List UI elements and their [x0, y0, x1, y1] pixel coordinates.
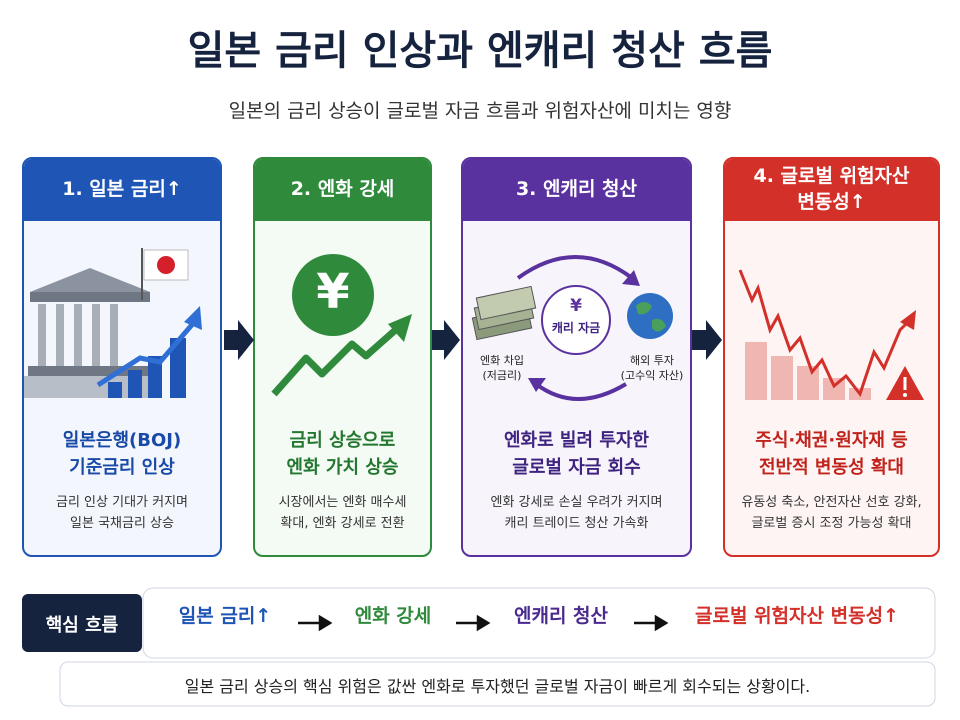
- summary-note: 일본 금리 상승의 핵심 위험은 값싼 엔화로 투자했던 글로벌 자금이 빠르게…: [184, 677, 811, 696]
- step-header: 1. 일본 금리↑: [24, 159, 220, 221]
- step-headline: 금리 상승으로 엔화 가치 상승: [286, 430, 399, 478]
- borrow-label: 엔화 차입 (저금리): [480, 354, 524, 383]
- step-card: 3. 엔캐리 청산 엔화로 빌려 투자한 글로벌 자금 회수 엔화 강세로 손실…: [461, 157, 692, 557]
- flow-item: 엔캐리 청산: [513, 605, 608, 627]
- step-card: 4. 글로벌 위험자산 변동성↑ 주식·채권·원자재 등 전반적 변동성 확대 …: [723, 157, 940, 557]
- step-header: 3. 엔캐리 청산: [463, 159, 690, 221]
- step-description: 금리 인상 기대가 커지며 일본 국채금리 상승: [56, 495, 188, 532]
- flow-item: 엔화 강세: [354, 605, 432, 627]
- invest-label: 해외 투자 (고수익 자산): [620, 354, 684, 383]
- step-card: 2. 엔화 강세 금리 상승으로 엔화 가치 상승 시장에서는 엔화 매수세 확…: [253, 157, 432, 557]
- carry-fund-label: 캐리 자금: [551, 321, 601, 335]
- step-description: 유동성 축소, 안전자산 선호 강화, 글로벌 증시 조정 가능성 확대: [741, 495, 922, 532]
- step-description: 시장에서는 엔화 매수세 확대, 엔화 강세로 전환: [278, 495, 407, 532]
- step-header: 2. 엔화 강세: [255, 159, 430, 221]
- step-description: 엔화 강세로 손실 우려가 커지며 캐리 트레이드 청산 가속화: [490, 495, 663, 532]
- flow-item: 글로벌 위험자산 변동성↑: [695, 605, 899, 627]
- title: 일본 금리 인상과 엔캐리 청산 흐름: [187, 28, 773, 74]
- step-header: 4. 글로벌 위험자산 변동성↑: [725, 159, 938, 221]
- yen-symbol: ¥: [570, 296, 582, 316]
- step-card: 1. 일본 금리↑ 일본은행(BOJ) 기준금리 인상 금리 인상 기대가 커지…: [22, 157, 222, 557]
- step-headline: 엔화로 빌려 투자한 글로벌 자금 회수: [503, 430, 649, 478]
- step-headline: 일본은행(BOJ) 기준금리 인상: [62, 430, 182, 478]
- yen-symbol: ¥: [316, 264, 350, 320]
- subtitle: 일본의 금리 상승이 글로벌 자금 흐름과 위험자산에 미치는 영향: [228, 100, 732, 122]
- step-headline: 주식·채권·원자재 등 전반적 변동성 확대: [755, 430, 908, 478]
- flow-label: 핵심 흐름: [45, 615, 119, 636]
- flow-item: 일본 금리↑: [178, 605, 272, 627]
